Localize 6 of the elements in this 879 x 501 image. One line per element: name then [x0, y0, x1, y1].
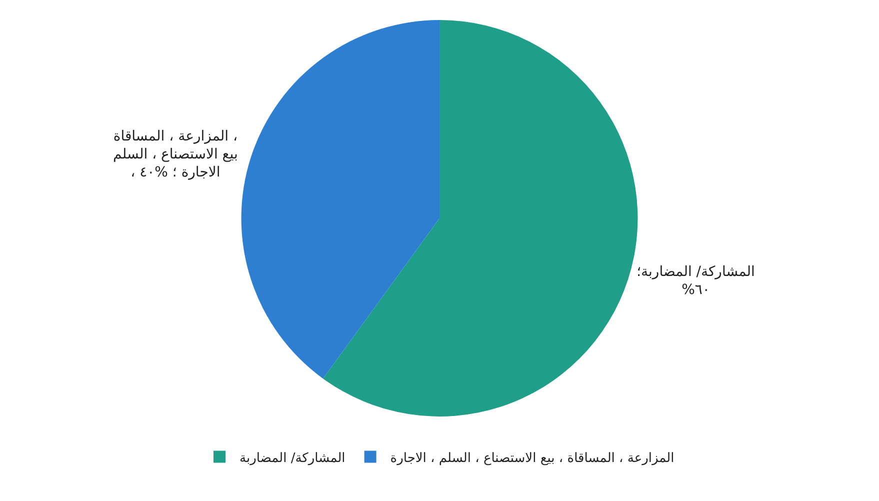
legend-label: المزارعة ، المساقاة ، بيع الاستصناع ، السلم ، الاجارة: [390, 450, 674, 466]
pie-slice: [242, 20, 440, 379]
data-label: المزارعة ، المساقاة ، بيع الاستصناع ، السلم ، الاجارة ؛ %٤٠: [113, 128, 238, 181]
legend-label: المشاركة/ المضاربة: [240, 450, 346, 466]
data-label: المشاركة/ المضاربة؛ %٦٠: [636, 264, 755, 298]
pie-slice: [322, 20, 638, 416]
